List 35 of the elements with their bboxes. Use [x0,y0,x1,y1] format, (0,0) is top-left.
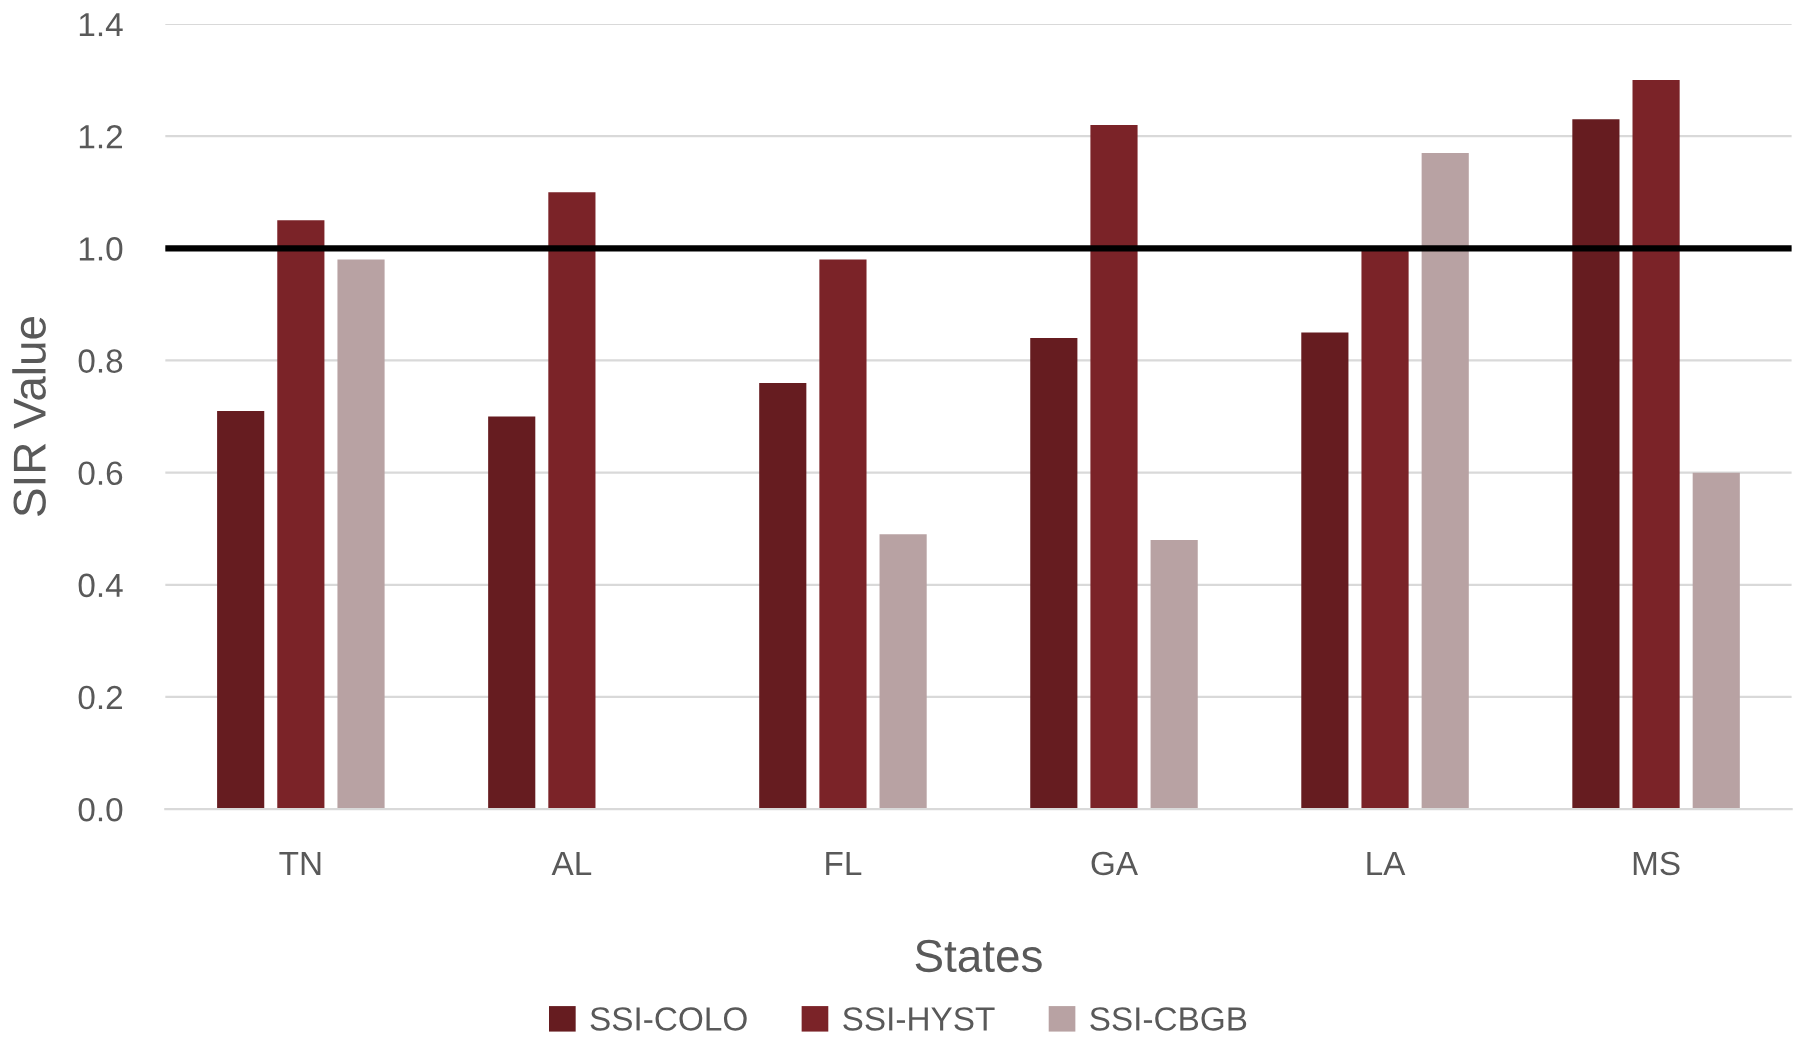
bar [1090,124,1138,810]
legend-label: SSI-CBGB [1090,1007,1247,1031]
y-tick-label: 1.0 [79,237,123,261]
x-tick-label: LA [1367,851,1406,875]
y-tick-label: 1.4 [79,13,123,37]
y-tick-label: 0.6 [78,461,123,486]
x-tick-label: TN [279,851,321,875]
bar [548,192,596,810]
x-tick-label: AL [551,851,592,875]
y-tick-label: 1.2 [79,124,122,149]
bar [879,534,927,810]
bar [1150,539,1198,810]
bar [1572,119,1620,810]
x-tick-label: FL [826,851,862,875]
bar [759,382,807,810]
bar [1421,152,1469,810]
bar [488,416,536,810]
bar [217,410,265,810]
y-axis-title: SIR Value [12,317,46,516]
bar [1301,332,1349,810]
x-tick-label: MS [1633,851,1680,876]
bar [337,259,385,810]
y-tick-label: 0.8 [78,349,123,373]
legend-label: SSI-HYST [843,1007,995,1031]
x-axis-title: States [915,939,1042,973]
y-tick-label: 0.2 [78,685,122,710]
bar [1632,80,1680,810]
y-tick-label: 0.4 [78,573,123,598]
bar [1030,338,1078,810]
y-tick-label: 0.0 [78,797,123,822]
bar [819,259,867,810]
legend-label: SSI-COLO [590,1007,747,1031]
bar [277,220,325,810]
x-tick-label: GA [1091,851,1138,876]
bar [1692,472,1740,810]
